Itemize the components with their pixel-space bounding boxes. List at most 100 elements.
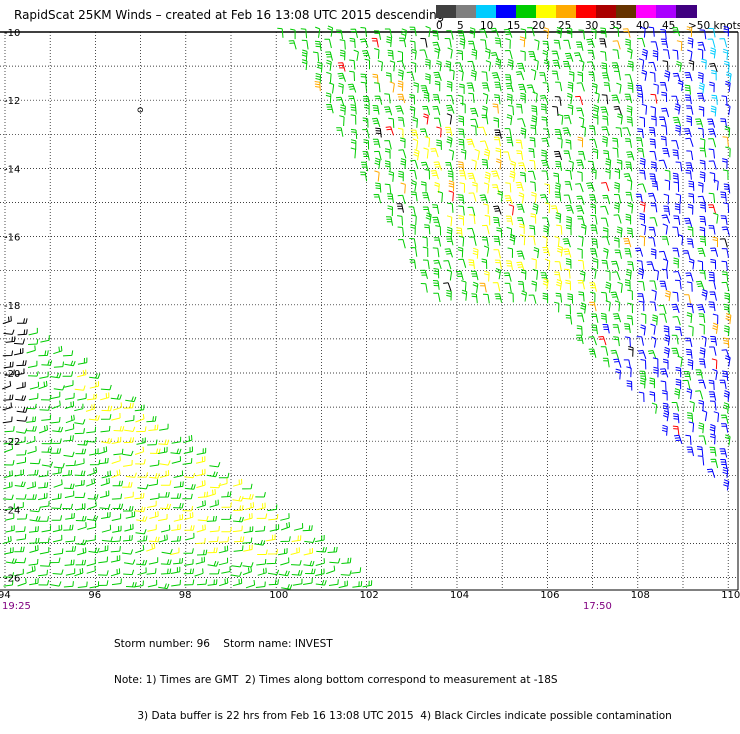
wind-barb [207, 560, 219, 567]
wind-barb [696, 304, 706, 314]
lon-tick-label: 96 [88, 590, 101, 601]
wind-barb [3, 481, 13, 490]
wind-barb [614, 168, 621, 180]
wind-barb [555, 292, 563, 303]
wind-barb [602, 227, 609, 238]
wind-barb [397, 93, 406, 104]
wind-barb [16, 407, 28, 413]
wind-barb [3, 394, 14, 401]
wind-barb [470, 69, 477, 81]
wind-barb [63, 524, 74, 531]
wind-barb [291, 570, 303, 576]
wind-barb [611, 62, 620, 72]
wind-barb [328, 82, 335, 94]
wind-barb [661, 424, 668, 436]
wind-barb [622, 127, 631, 137]
wind-barb [483, 270, 490, 282]
wind-barb [556, 26, 563, 39]
wind-barb [363, 139, 370, 150]
wind-barb [195, 556, 205, 565]
wind-barb [123, 459, 133, 467]
wind-barb [384, 93, 391, 104]
wind-barb [601, 94, 609, 105]
wind-barb [360, 27, 367, 37]
wind-barb [113, 425, 125, 432]
wind-barb [75, 539, 87, 546]
wind-barb [684, 72, 693, 82]
wind-barb [592, 104, 600, 116]
wind-barb [278, 570, 290, 577]
wind-barb [708, 138, 717, 148]
wind-barb [649, 377, 655, 389]
wind-barb [577, 71, 583, 83]
wind-barb [660, 135, 667, 147]
wind-barb [599, 38, 607, 48]
wind-barb [686, 412, 694, 423]
wind-barb [413, 149, 420, 161]
wind-barb [3, 437, 14, 445]
wind-barb [17, 578, 27, 587]
wind-barb [458, 138, 465, 149]
wind-barb [170, 547, 180, 556]
wind-barb [594, 92, 600, 104]
wind-barb [530, 124, 537, 136]
wind-barb [374, 157, 381, 169]
wind-barb [481, 82, 490, 92]
wind-barb [648, 61, 657, 72]
wind-barb [303, 560, 315, 567]
wind-barb [29, 381, 40, 390]
wind-barb [723, 479, 730, 491]
wind-barb [588, 336, 597, 346]
wind-barb [2, 350, 14, 357]
wind-barb [615, 127, 623, 138]
wind-barb [149, 493, 160, 500]
wind-barb [542, 278, 549, 290]
wind-barb [385, 126, 394, 136]
wind-barb [29, 545, 39, 553]
wind-barb [510, 160, 516, 172]
wind-barb [723, 325, 730, 337]
wind-barb [603, 247, 609, 259]
wind-barb [700, 201, 706, 213]
wind-barb [14, 469, 24, 477]
wind-barb [649, 217, 658, 227]
wind-barb [158, 583, 170, 590]
wind-barb [39, 537, 50, 544]
wind-barb [350, 128, 358, 140]
wind-barb [504, 282, 512, 293]
wind-barb [243, 526, 254, 534]
wind-barb [50, 372, 62, 379]
wind-barb [77, 357, 88, 365]
wind-barb [711, 358, 718, 370]
wind-barb [135, 529, 147, 535]
wind-barb [699, 347, 706, 359]
wind-barb [85, 403, 96, 412]
wind-barb [663, 205, 671, 216]
wind-barb [567, 104, 574, 116]
wind-barb [374, 48, 380, 59]
wind-barb [98, 545, 109, 553]
wind-barb [627, 261, 635, 271]
wind-barb [87, 494, 99, 500]
wind-barb [554, 261, 562, 271]
wind-barb [159, 492, 170, 498]
wind-barb [516, 103, 523, 114]
swath-time-left: 19:25 [2, 601, 31, 612]
lon-tick-label: 98 [179, 590, 192, 601]
wind-barb [338, 580, 348, 589]
wind-barb [385, 72, 392, 83]
wind-barb [266, 558, 277, 565]
wind-barb [2, 402, 12, 411]
wind-barb [493, 136, 501, 147]
wind-barb [639, 116, 645, 128]
wind-barb [509, 170, 516, 182]
wind-barb [458, 205, 465, 216]
wind-barb [653, 269, 659, 281]
wind-barb [671, 402, 680, 412]
wind-barb [605, 300, 611, 312]
wind-barb [553, 150, 563, 161]
wind-barb [637, 349, 647, 360]
wind-barb [493, 205, 502, 215]
wind-barb [685, 348, 693, 359]
wind-barb [434, 80, 441, 92]
